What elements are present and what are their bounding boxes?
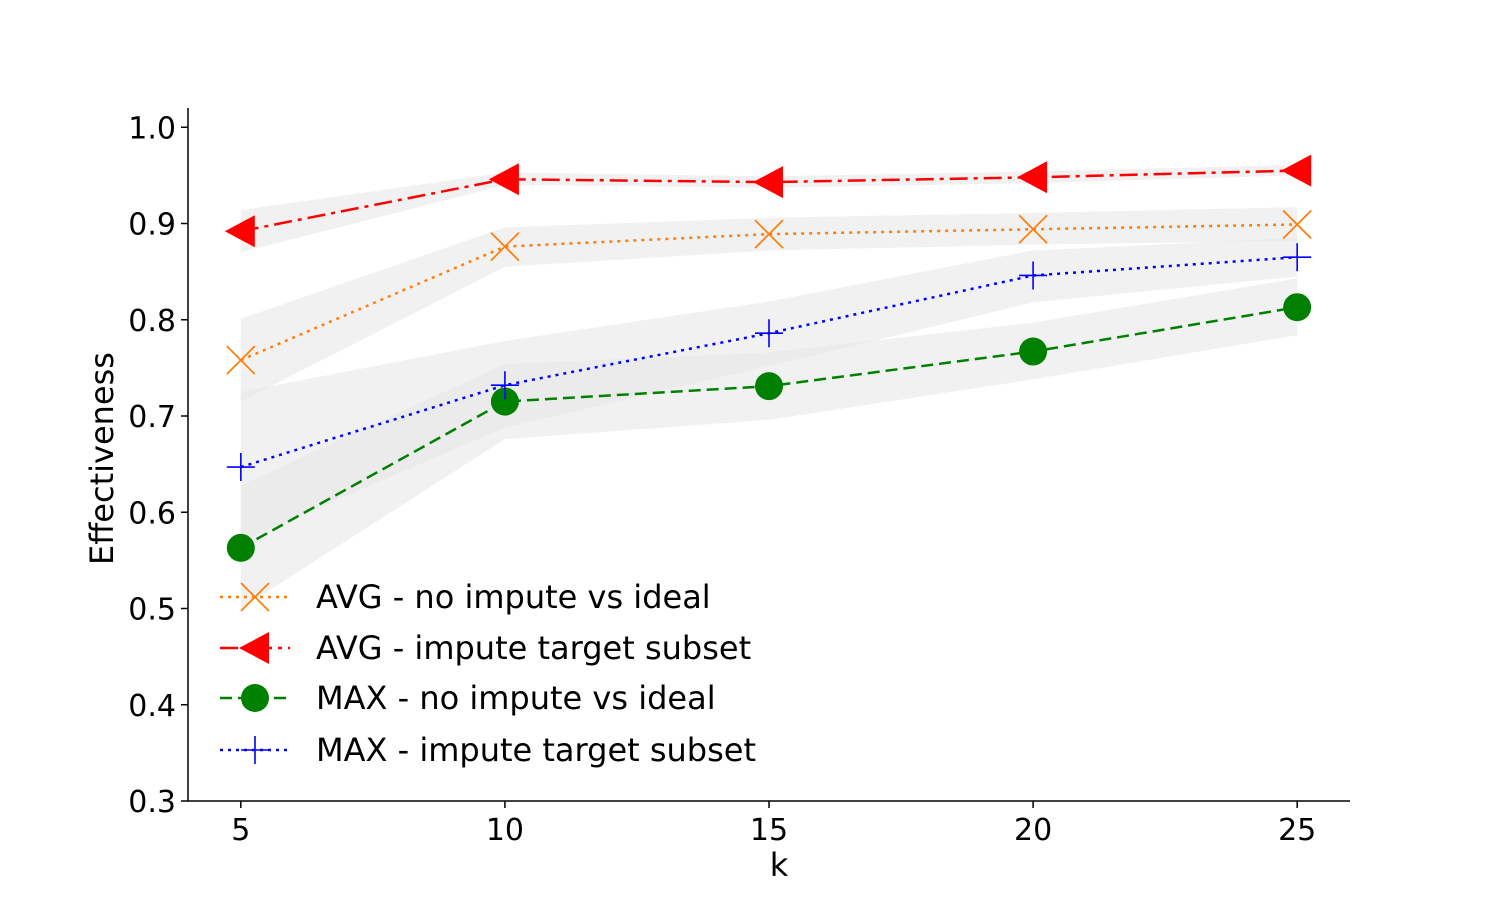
circle-marker	[755, 372, 783, 401]
triangle-marker	[488, 163, 519, 196]
y-tick-label: 0.9	[128, 208, 176, 243]
y-tick-label: 0.3	[128, 785, 176, 820]
x-tick-label: 10	[486, 813, 524, 848]
plus-marker	[241, 736, 269, 764]
triangle-marker	[1281, 154, 1312, 187]
plus-marker	[226, 453, 255, 482]
y-tick-label: 0.6	[128, 496, 176, 531]
legend-item: AVG - impute target subset	[220, 629, 751, 667]
x-tick-label: 20	[1014, 813, 1052, 848]
circle-marker	[490, 387, 519, 416]
x-tick-label: 25	[1278, 813, 1316, 848]
legend-item: AVG - no impute vs ideal	[220, 578, 711, 616]
x-axis-title: k	[770, 846, 789, 884]
x-marker	[754, 219, 784, 249]
x-tick-label: 5	[231, 813, 250, 848]
x-marker	[490, 231, 520, 262]
series-line	[240, 223, 1298, 362]
plus-marker	[490, 371, 519, 400]
plus-marker	[1019, 261, 1048, 290]
series-markers	[224, 154, 1312, 562]
legend-label: AVG - no impute vs ideal	[316, 578, 711, 616]
confidence-band	[240, 237, 1298, 542]
y-tick-label: 0.8	[128, 304, 176, 339]
triangle-marker	[1017, 161, 1048, 194]
y-tick-label: 0.4	[128, 689, 176, 724]
legend-label: MAX - no impute vs ideal	[316, 679, 716, 717]
circle-marker	[226, 533, 255, 562]
legend: AVG - no impute vs ideal AVG - impute tar…	[220, 578, 756, 769]
y-axis-title: Effectiveness	[83, 352, 121, 565]
triangle-marker	[753, 166, 783, 199]
confidence-band	[240, 207, 1298, 402]
legend-item: MAX - no impute vs ideal	[220, 679, 716, 717]
x-marker	[240, 582, 270, 612]
legend-label: AVG - impute target subset	[316, 629, 751, 667]
y-tick-label: 0.5	[128, 593, 176, 628]
circle-marker	[1019, 337, 1048, 366]
y-tick-label: 0.7	[128, 400, 176, 435]
x-marker	[1282, 209, 1312, 240]
legend-label: MAX - impute target subset	[316, 731, 756, 769]
circle-marker	[1283, 293, 1312, 322]
plus-marker	[755, 319, 783, 348]
triangle-marker	[224, 215, 255, 248]
circle-marker	[241, 684, 269, 712]
plus-marker	[1283, 243, 1312, 272]
ticks: 5 10 15 20 25 0.3 0.4 0.5 0.6 0.7 0.8 0.9 1.0	[128, 111, 1316, 848]
series-line	[240, 169, 1298, 233]
triangle-marker	[239, 632, 269, 664]
legend-item: MAX - impute target subset	[220, 731, 756, 769]
x-tick-label: 15	[750, 813, 788, 848]
y-tick-label: 1.0	[128, 111, 176, 146]
x-marker	[1018, 214, 1048, 244]
x-marker	[226, 345, 256, 375]
